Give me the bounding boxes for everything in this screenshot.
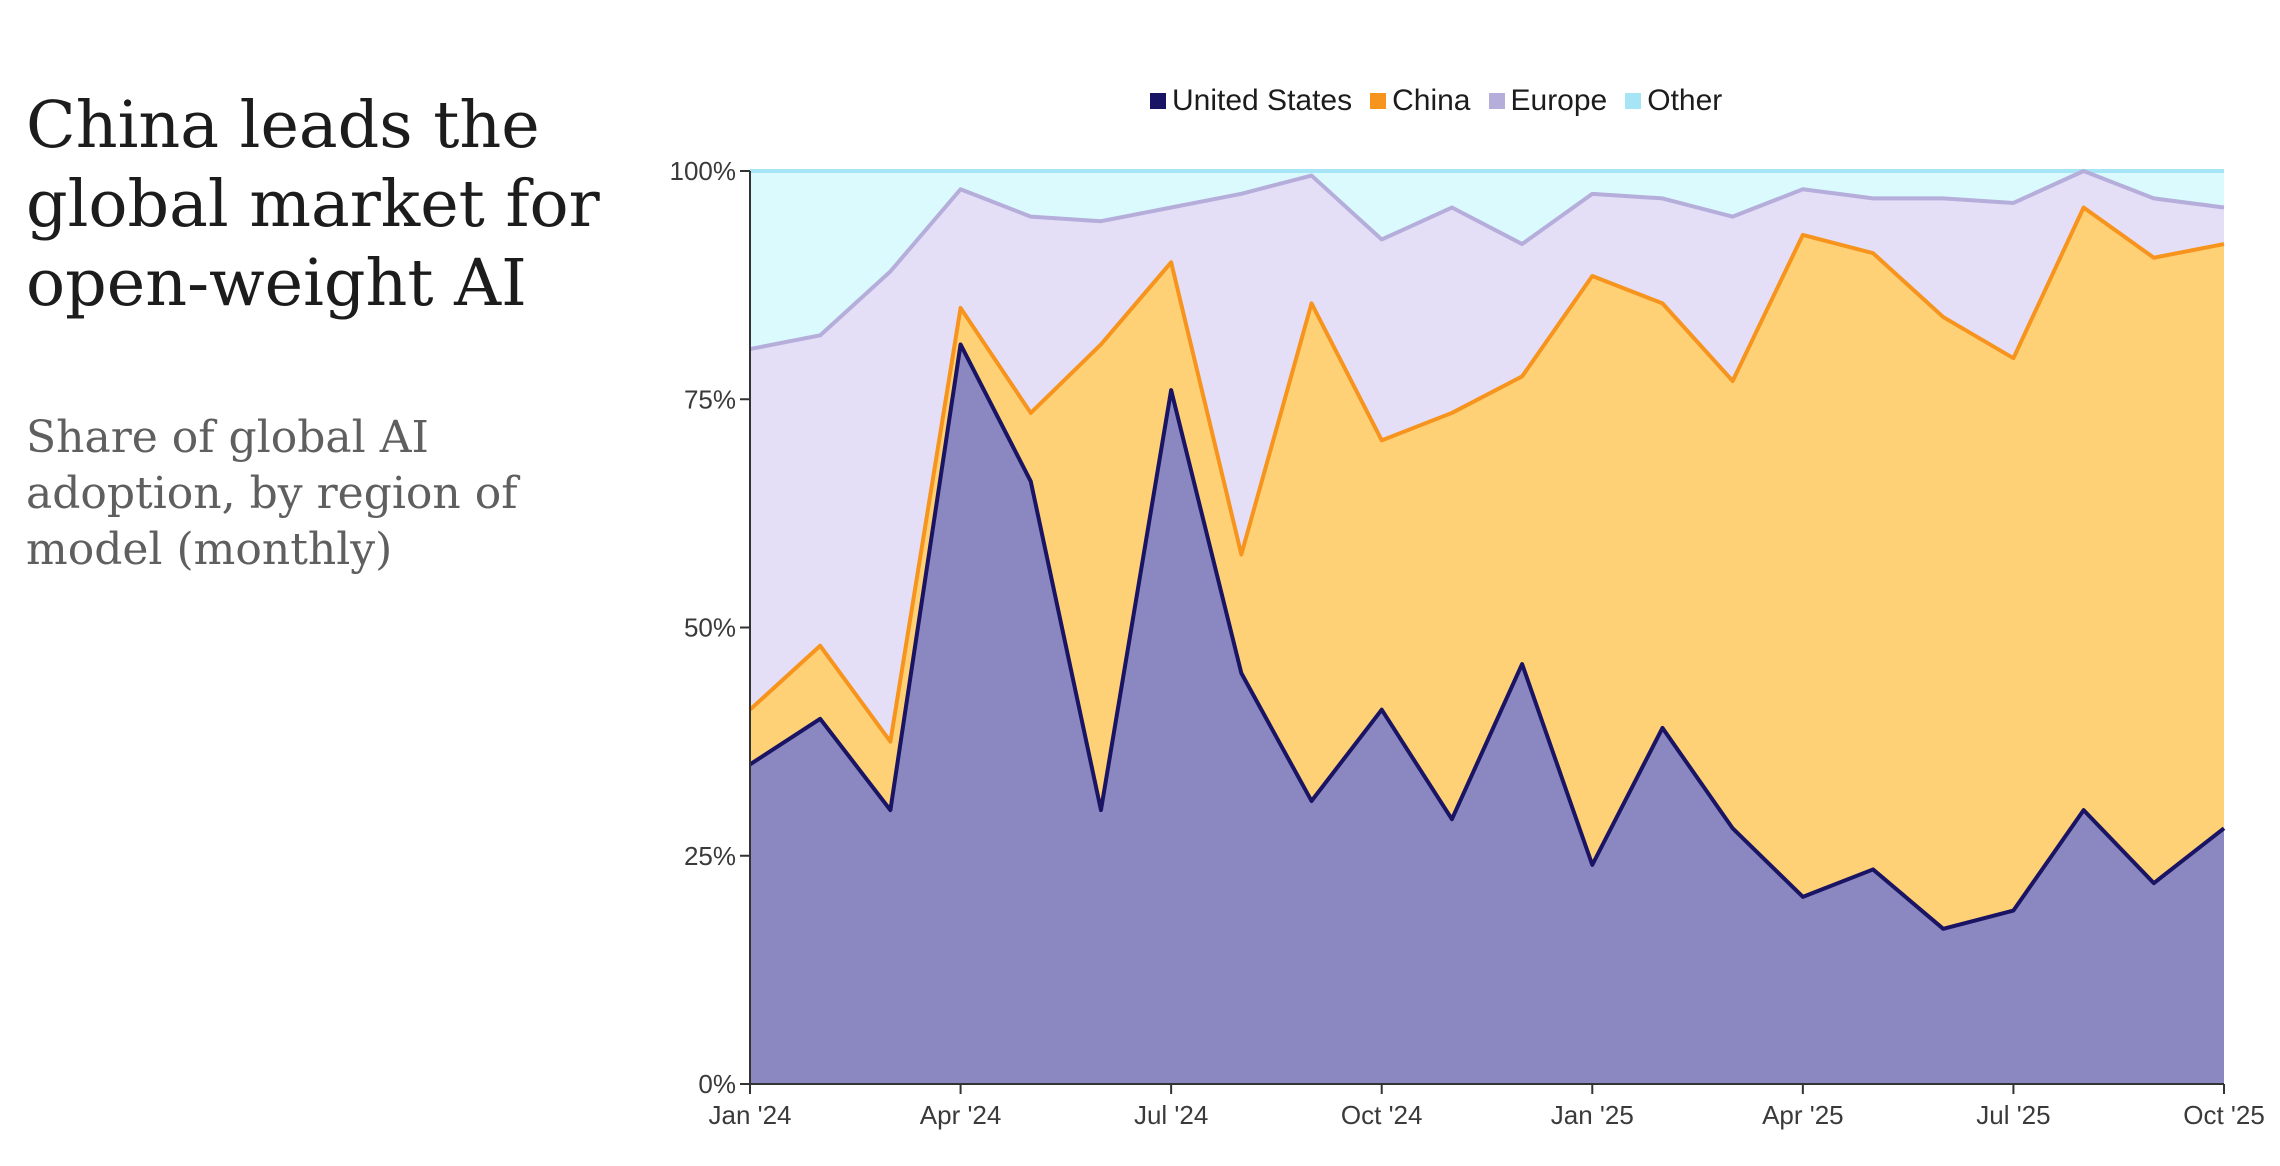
y-tick-label-0: 0%	[698, 1069, 736, 1099]
y-tick-label-4: 100%	[670, 156, 737, 186]
line-china	[748, 205, 2225, 744]
legend-label-united-states: United States	[1172, 84, 1353, 117]
chart-title: China leads the global market for open-w…	[26, 88, 600, 321]
x-tick-label-6: Jul '25	[1976, 1100, 2050, 1130]
legend-item-china: China	[1370, 84, 1471, 118]
area-united-states	[750, 344, 2224, 1085]
legend-swatch-china	[1370, 93, 1387, 109]
legend: United States China Europe Other	[1150, 84, 1722, 118]
y-tick-label-1: 25%	[684, 841, 736, 871]
y-tick-label-2: 50%	[684, 613, 736, 643]
x-tick-label-2: Jul '24	[1134, 1100, 1208, 1130]
legend-swatch-europe	[1488, 93, 1505, 109]
area-china	[750, 207, 2224, 929]
line-united-states	[748, 342, 2226, 931]
legend-swatch-united-states	[1150, 93, 1166, 109]
line-europe	[749, 169, 2225, 351]
x-tick-label-1: Apr '24	[920, 1100, 1002, 1130]
x-tick-label-7: Oct '25	[2183, 1100, 2265, 1130]
area-europe	[750, 171, 2224, 742]
legend-item-united-states: United States	[1150, 84, 1352, 118]
legend-swatch-other	[1625, 93, 1642, 109]
chart-subtitle: Share of global AI adoption, by region o…	[26, 412, 518, 575]
legend-label-china: China	[1392, 84, 1471, 117]
x-tick-label-3: Oct '24	[1341, 1100, 1423, 1130]
legend-item-other: Other	[1625, 84, 1722, 118]
area-other	[750, 171, 2224, 350]
x-tick-label-4: Jan '25	[1551, 1100, 1634, 1130]
legend-label-europe: Europe	[1510, 84, 1608, 117]
legend-label-other: Other	[1647, 84, 1723, 117]
y-tick-label-3: 75%	[684, 384, 736, 414]
legend-item-europe: Europe	[1488, 84, 1608, 118]
x-tick-label-0: Jan '24	[708, 1100, 791, 1130]
x-tick-label-5: Apr '25	[1762, 1100, 1844, 1130]
